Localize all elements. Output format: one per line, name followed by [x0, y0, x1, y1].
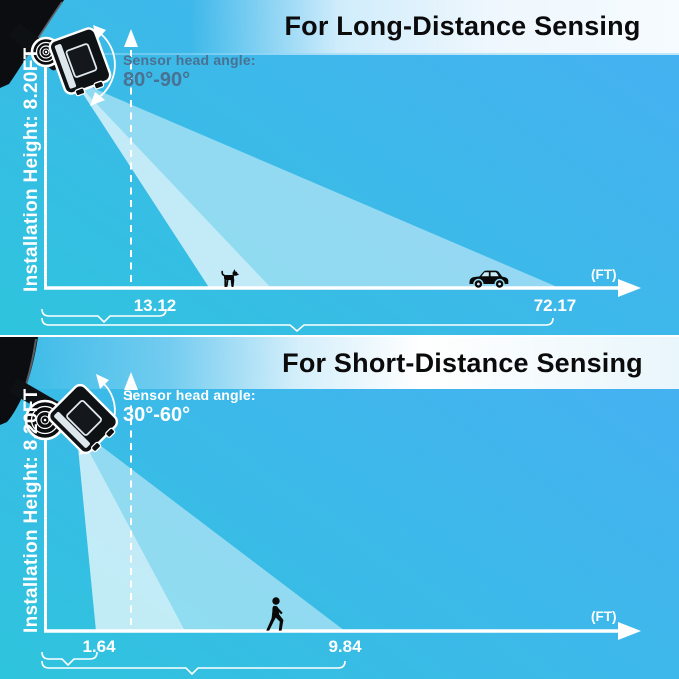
installation-height-label: Installation Height: 8.20FT [21, 47, 42, 292]
light-beam [74, 80, 562, 289]
near-distance-value: 1.64 [82, 637, 116, 656]
far-distance-value: 72.17 [533, 296, 577, 315]
sensor-angle-label: Sensor head angle: [123, 52, 256, 68]
panel-title-long: For Long-Distance Sensing [284, 11, 641, 41]
title-band-long: For Long-Distance Sensing [0, 0, 679, 55]
ground-axis [44, 279, 641, 297]
ground-axis [44, 622, 641, 640]
car-icon [469, 270, 509, 288]
axis-unit-label: (FT) [591, 609, 617, 624]
height-dashed-line [124, 29, 138, 287]
axis-arrow-icon [618, 622, 641, 640]
axis-arrow-icon [618, 279, 641, 297]
light-beam [76, 427, 345, 631]
sensor-head-icon [48, 27, 112, 97]
height-dashed-line [124, 372, 138, 630]
sensor-device [0, 337, 119, 455]
sensor-angle-callout: Sensor head angle: 80°-90° [123, 52, 256, 92]
panel-long-distance: For Long-Distance Sensing [0, 0, 679, 335]
sensor-device [0, 0, 112, 97]
short-distance-scene [0, 337, 641, 676]
panel-short-distance: For Short-Distance Sensing [0, 335, 679, 679]
title-band-short: For Short-Distance Sensing [0, 337, 679, 389]
near-distance-value: 13.12 [133, 296, 177, 315]
up-arrow-icon [124, 29, 138, 47]
long-distance-scene [0, 0, 641, 333]
panel-title-short: For Short-Distance Sensing [282, 348, 643, 378]
dog-icon [221, 269, 240, 287]
far-distance-value: 9.84 [328, 637, 362, 656]
range-brackets [41, 651, 346, 676]
sensor-angle-label: Sensor head angle: [123, 387, 256, 403]
range-brackets [41, 308, 554, 333]
person-icon [266, 597, 284, 631]
up-arrow-icon [124, 372, 138, 390]
sensor-angle-value: 30°-60° [123, 404, 191, 427]
sensor-head-icon [47, 383, 119, 455]
installation-height-label: Installation Height: 8.20FT [21, 388, 42, 633]
axis-unit-label: (FT) [591, 267, 617, 282]
sensor-angle-value: 80°-90° [123, 69, 191, 92]
sensor-angle-callout: Sensor head angle: 30°-60° [123, 387, 256, 427]
